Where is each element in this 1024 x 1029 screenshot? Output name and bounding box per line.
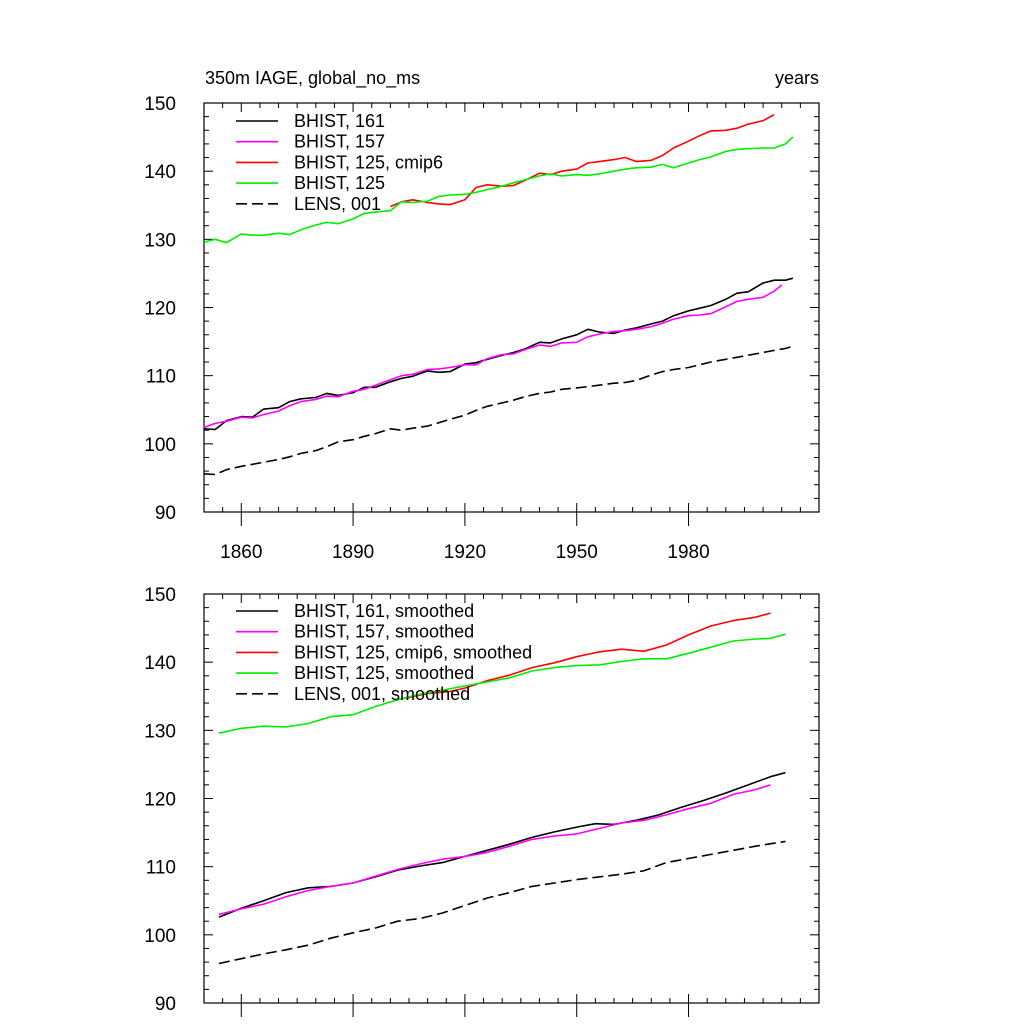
x-tick-label: 1950 (556, 542, 598, 563)
chart-panel-1: 90 100 110 120 130 140 150 1860 1890 1920 1950 1980… (144, 68, 820, 563)
series-line-bhist-125 (203, 136, 794, 244)
y-tick-label: 90 (155, 503, 176, 524)
legend-label: BHIST, 125, cmip6 (294, 152, 443, 172)
legend-label: LENS, 001 (294, 194, 381, 214)
y-tick-label: 140 (144, 653, 176, 674)
y-tick-label: 100 (144, 435, 176, 456)
x-tick-label: 1920 (444, 542, 486, 563)
legend-label: BHIST, 125, smoothed (294, 663, 474, 683)
x-tick-label: 1980 (667, 542, 709, 563)
legend-label: BHIST, 157, smoothed (294, 622, 474, 642)
series-line-lens-001-smoothed (218, 840, 786, 965)
legend-label: BHIST, 157 (294, 132, 385, 152)
x-tick-label: 1860 (220, 542, 262, 563)
series-line-bhist-125-cmip6 (390, 113, 775, 208)
y-tick-label: 130 (144, 230, 176, 251)
chart-title: 350m IAGE, global_no_ms (205, 68, 420, 89)
legend-label: BHIST, 125 (294, 173, 385, 193)
y-tick-label: 140 (144, 162, 176, 183)
y-tick-label: 110 (146, 858, 176, 879)
series-line-bhist-125-cmip6-smoothed (405, 612, 771, 700)
legend-label: BHIST, 161 (294, 111, 385, 131)
legend-label: BHIST, 161, smoothed (294, 601, 474, 621)
x-tick-label: 1890 (332, 542, 374, 563)
series-line-bhist-161 (203, 277, 794, 431)
y-tick-label: 120 (144, 299, 176, 320)
y-tick-label: 130 (144, 721, 176, 742)
legend-label: LENS, 001, smoothed (294, 684, 470, 704)
chart-panel-2: 90 100 110 120 130 140 150 BHIST, 161, smoothed… (144, 585, 820, 1017)
y-tick-label: 100 (144, 926, 176, 947)
series-line-bhist-157-smoothed (218, 784, 771, 916)
legend-label: BHIST, 125, cmip6, smoothed (294, 642, 532, 662)
y-tick-label: 120 (144, 790, 176, 811)
series-line-bhist-157 (203, 284, 783, 429)
y-tick-label: 150 (144, 585, 176, 606)
series-line-bhist-161-smoothed (218, 771, 786, 918)
y-tick-label: 90 (155, 994, 176, 1015)
y-tick-label: 110 (146, 367, 176, 388)
series-line-lens-001 (203, 345, 794, 476)
chart-units-label: years (775, 68, 819, 88)
series-line-bhist-125-smoothed (218, 633, 786, 734)
y-tick-label: 150 (144, 94, 176, 115)
